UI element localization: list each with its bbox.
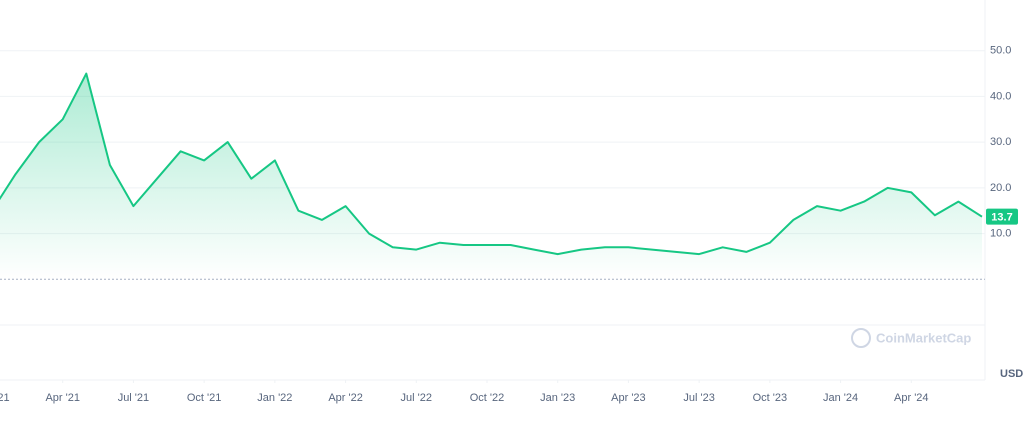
- area: [0, 73, 982, 280]
- x-tick-label: Jan '23: [540, 392, 575, 404]
- x-tick-label: Jan '21: [0, 392, 10, 404]
- x-tick-label: Apr '24: [894, 392, 929, 404]
- last-value-label: 13.7: [991, 212, 1012, 224]
- x-tick-label: Jul '23: [683, 392, 714, 404]
- y-tick-label: 30.0: [990, 136, 1011, 148]
- x-tick-label: Oct '22: [470, 392, 505, 404]
- last-value-badge: [986, 208, 1018, 225]
- x-tick-label: Jul '22: [401, 392, 432, 404]
- price-line: [0, 72, 983, 256]
- x-tick-label: Oct '23: [753, 392, 788, 404]
- watermark: CoinMarketCap: [851, 328, 971, 348]
- y-tick-label: 10.0: [990, 227, 1011, 239]
- y-tick-label: 20.0: [990, 182, 1011, 194]
- x-tick-label: Oct '21: [187, 392, 222, 404]
- x-tick-label: Jul '21: [118, 392, 149, 404]
- x-tick-label: Apr '22: [328, 392, 363, 404]
- y-tick-label: 50.0: [990, 45, 1011, 57]
- x-tick-label: Jan '22: [257, 392, 292, 404]
- y-tick-label: 40.0: [990, 90, 1011, 102]
- x-tick-label: Apr '21: [45, 392, 80, 404]
- logo: [851, 328, 871, 348]
- currency-label: USD: [1000, 368, 1023, 380]
- watermark-text: CoinMarketCap: [876, 330, 971, 345]
- x-tick-label: Jan '24: [823, 392, 858, 404]
- x-tick-label: Apr '23: [611, 392, 646, 404]
